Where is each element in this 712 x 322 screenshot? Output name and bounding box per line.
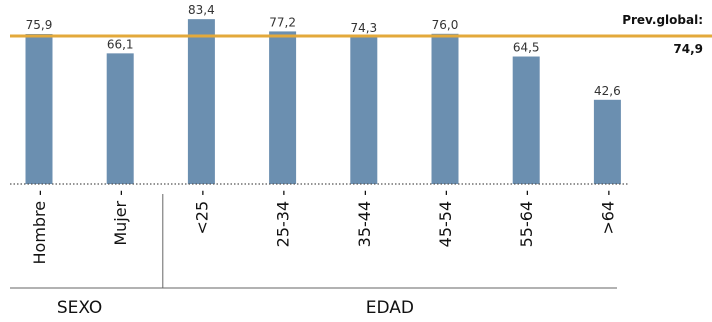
category-tick-label: 45-54 - [436, 190, 455, 247]
data-label: 77,2 [269, 15, 296, 29]
bar [187, 19, 215, 184]
data-label: 83,4 [188, 3, 215, 17]
reference-line-value: 74,9 [673, 42, 703, 56]
category-tick-label: <25 - [192, 190, 211, 235]
bar [25, 33, 53, 184]
bar [431, 33, 459, 184]
reference-line-name: Prev.global: [622, 13, 703, 27]
bar [350, 37, 378, 184]
category-tick-label: 25-34 - [274, 190, 293, 247]
labels-layer: 75,9 Hombre - 66,1 Mujer - 83,4 <25 - 77,2 25-3… [26, 3, 621, 264]
category-tick-label: Hombre - [30, 190, 49, 265]
data-label: 42,6 [594, 84, 621, 98]
groups-layer: SEXO EDAD [10, 194, 617, 318]
data-label: 75,9 [26, 18, 53, 32]
category-tick-label: 55-64 - [517, 190, 536, 247]
category-tick-label: Mujer - [111, 190, 130, 246]
group-label: EDAD [366, 298, 414, 318]
category-tick-label: 35-44 - [355, 190, 374, 247]
data-label: 66,1 [107, 37, 134, 51]
bar [512, 56, 540, 184]
data-label: 64,5 [513, 41, 540, 55]
bar [106, 53, 134, 185]
group-label: SEXO [57, 298, 102, 318]
bars-layer [25, 19, 621, 185]
category-tick-label: >64 - [598, 190, 617, 235]
data-label: 74,3 [350, 21, 377, 35]
bar [269, 31, 297, 184]
bar [593, 99, 621, 184]
data-label: 76,0 [432, 18, 459, 32]
